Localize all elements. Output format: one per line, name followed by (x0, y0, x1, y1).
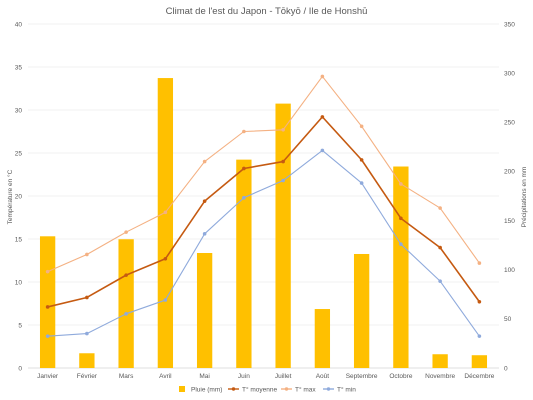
series-point (438, 245, 442, 250)
series-point (320, 148, 325, 153)
right-tick-label: 0 (504, 365, 508, 372)
series-point (202, 232, 207, 236)
left-axis-ticks: 0 5 10 15 20 25 30 35 40 (15, 21, 23, 372)
series-point (202, 199, 207, 203)
x-tick-label: Juillet (275, 373, 292, 380)
x-axis-ticks: Janvier Février Mars Avril Mai Juin Juillet Aoû… (37, 373, 495, 380)
right-tick-label: 150 (504, 218, 515, 225)
gridlines (28, 23, 499, 369)
x-tick-label: Juin (238, 373, 250, 380)
legend-marker (231, 387, 236, 391)
series-point (124, 312, 128, 316)
series-point (281, 178, 285, 183)
rain-bar (118, 239, 134, 368)
legend-swatch (179, 386, 185, 392)
series-point (163, 298, 168, 302)
legend-marker (326, 387, 331, 391)
right-axis-ticks: 0 50 100 150 200 250 300 350 (504, 21, 515, 372)
left-tick-label: 15 (15, 236, 23, 243)
series-point (85, 331, 89, 336)
series-point (477, 261, 482, 265)
rain-bar (275, 103, 291, 369)
rain-bar (236, 159, 252, 368)
right-tick-label: 100 (504, 267, 515, 274)
left-tick-label: 5 (18, 322, 22, 329)
series-line (47, 116, 481, 308)
left-tick-label: 20 (15, 193, 23, 200)
series-point (399, 242, 403, 246)
series-point (163, 256, 168, 261)
series-point (320, 74, 325, 79)
x-tick-label: Octobre (389, 373, 413, 380)
series-point (45, 334, 50, 338)
rain-bars (39, 78, 488, 369)
series-point (242, 129, 246, 134)
series-point (359, 158, 364, 162)
rain-bar (471, 355, 488, 368)
series-point (45, 305, 50, 309)
x-tick-label: Janvier (37, 373, 59, 380)
right-tick-label: 300 (504, 70, 515, 77)
right-axis-label: Précipitations en mm (521, 167, 528, 228)
rain-bar (157, 78, 174, 369)
series-point (438, 279, 442, 283)
x-tick-label: Septembre (346, 373, 378, 380)
legend-label: T° max (295, 385, 316, 393)
x-tick-label: Août (316, 373, 330, 380)
rain-bar (314, 309, 331, 368)
rain-bar (393, 166, 409, 368)
x-tick-label: Mars (119, 373, 134, 380)
rain-bar (432, 354, 448, 368)
rain-bar (79, 353, 95, 368)
series-point (320, 115, 325, 119)
temperature-lines (45, 74, 482, 338)
series-point (281, 159, 285, 164)
series-point (124, 273, 128, 277)
series-point (45, 269, 50, 274)
series-point (399, 182, 403, 186)
x-tick-label: Décembre (464, 373, 494, 380)
series-point (477, 299, 482, 304)
series-point (281, 127, 285, 132)
x-tick-label: Avril (159, 373, 172, 380)
x-tick-label: Février (77, 373, 98, 380)
left-tick-label: 10 (15, 279, 23, 286)
series-point (124, 230, 128, 234)
left-tick-label: 0 (18, 365, 22, 372)
left-axis-label: Température en °C (6, 169, 14, 224)
series-point (85, 252, 89, 257)
series-point (438, 206, 442, 210)
left-tick-label: 35 (15, 64, 23, 71)
legend-label: T° min (337, 385, 356, 393)
right-tick-label: 200 (504, 169, 515, 176)
right-tick-label: 350 (504, 21, 515, 28)
series-point (242, 166, 246, 171)
legend: Pluie (mm) T° moyenne T° max T° min (179, 385, 356, 393)
x-tick-label: Novembre (425, 373, 455, 380)
series-point (477, 334, 482, 338)
chart-title: Climat de l'est du Japon - Tōkyō / Ile d… (166, 6, 368, 17)
series-line (47, 149, 480, 337)
left-tick-label: 30 (15, 107, 23, 114)
series-point (202, 159, 207, 164)
series-line (47, 75, 480, 273)
series-point (85, 295, 89, 300)
right-tick-label: 50 (504, 316, 512, 323)
x-tick-label: Mai (199, 373, 209, 380)
right-tick-label: 250 (504, 120, 515, 127)
legend-label: T° moyenne (242, 385, 278, 393)
left-tick-label: 40 (15, 21, 23, 28)
series-point (359, 181, 364, 185)
legend-label: Pluie (mm) (191, 386, 222, 393)
series-point (359, 124, 364, 129)
series-point (399, 216, 403, 221)
rain-bar (39, 236, 56, 368)
series-point (242, 195, 246, 200)
rain-bar (353, 253, 370, 368)
rain-bar (196, 253, 213, 368)
series-point (163, 210, 168, 215)
left-tick-label: 25 (15, 150, 23, 157)
legend-marker (284, 387, 289, 391)
